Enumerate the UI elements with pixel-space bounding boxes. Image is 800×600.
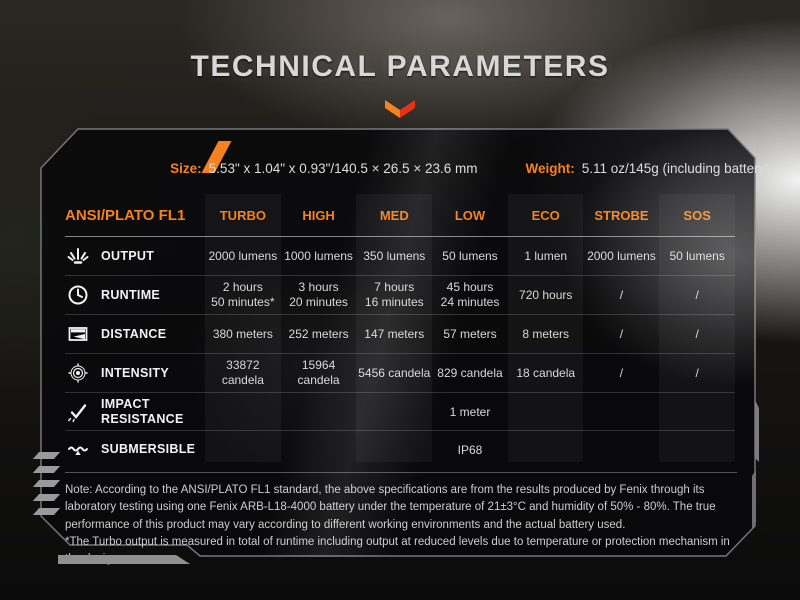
row-label-intensity: INTENSITY xyxy=(65,361,205,385)
dimensions-line: Size: 5.53" x 1.04" x 0.93"/140.5 × 26.5 … xyxy=(170,161,770,176)
submersible-value: IP68 xyxy=(457,442,483,457)
right-edge-accent-lower xyxy=(752,470,756,530)
distance-eco: 8 meters xyxy=(522,326,570,341)
clock-icon xyxy=(65,283,91,307)
distance-strobe: / xyxy=(619,326,624,341)
runtime-med: 7 hours 16 minutes xyxy=(364,280,424,309)
weight-label: Weight: xyxy=(525,161,575,176)
output-low: 50 lumens xyxy=(442,248,498,263)
table-row-output: OUTPUT 2000 lumens 1000 lumens 350 lumen… xyxy=(65,237,735,276)
beam-distance-icon xyxy=(65,322,91,346)
spec-panel: Size: 5.53" x 1.04" x 0.93"/140.5 × 26.5 … xyxy=(40,128,770,565)
output-high: 1000 lumens xyxy=(284,248,353,263)
output-strobe: 2000 lumens xyxy=(587,248,656,263)
submersible-icon xyxy=(65,438,91,462)
size-label: Size: xyxy=(170,161,202,176)
intensity-sos: / xyxy=(695,365,699,380)
row-label-output: OUTPUT xyxy=(65,244,205,268)
intensity-med: 5456 candela xyxy=(358,365,431,380)
runtime-low: 45 hours 24 minutes xyxy=(440,280,500,309)
runtime-eco: 720 hours xyxy=(519,287,573,302)
output-med: 350 lumens xyxy=(363,248,426,263)
beam-intensity-icon xyxy=(65,361,91,385)
table-row-impact-resistance: IMPACT RESISTANCE 1 meter xyxy=(65,393,735,431)
output-sos: 50 lumens xyxy=(669,248,725,263)
mode-header-eco: ECO xyxy=(531,207,560,223)
weight-spec: Weight: 5.11 oz/145g (including battery) xyxy=(525,161,769,176)
runtime-strobe: / xyxy=(619,287,624,302)
panel-frame xyxy=(40,128,756,557)
table-row-runtime: RUNTIME 2 hours 50 minutes* 3 hours 20 m… xyxy=(65,276,735,315)
column-band xyxy=(659,194,735,462)
row-label-impact-resistance: IMPACT RESISTANCE xyxy=(65,397,205,426)
standard-header: ANSI/PLATO FL1 xyxy=(65,206,186,224)
impact-resistance-value: 1 meter xyxy=(449,404,491,419)
chevron-down-icon xyxy=(383,98,417,125)
row-label-submersible: SUBMERSIBLE xyxy=(65,438,205,462)
intensity-low: 829 candela xyxy=(437,365,503,380)
runtime-sos: / xyxy=(695,287,699,302)
output-eco: 1 lumen xyxy=(524,248,568,263)
intensity-high: 15964 candela xyxy=(297,358,340,387)
page-title: TECHNICAL PARAMETERS xyxy=(190,50,610,83)
left-hash-decoration xyxy=(32,452,61,522)
distance-med: 147 meters xyxy=(364,326,425,341)
light-output-icon xyxy=(65,244,91,268)
runtime-turbo: 2 hours 50 minutes* xyxy=(211,280,275,309)
intensity-turbo: 33872 candela xyxy=(221,358,264,387)
distance-high: 252 meters xyxy=(288,326,349,341)
weight-value: 5.11 oz/145g (including battery) xyxy=(581,161,770,176)
table-row-submersible: SUBMERSIBLE IP68 xyxy=(65,431,735,468)
footnote-standard: Note: According to the ANSI/PLATO FL1 st… xyxy=(65,484,716,531)
impact-resistance-icon xyxy=(65,400,91,424)
mode-header-sos: SOS xyxy=(683,207,711,223)
distance-low: 57 meters xyxy=(443,326,497,341)
mode-header-low: LOW xyxy=(454,207,486,223)
table-row-intensity: INTENSITY 33872 candela 15964 candela 54… xyxy=(65,354,735,393)
bottom-left-accent-bar xyxy=(58,555,190,564)
distance-sos: / xyxy=(695,326,699,341)
mode-header-turbo: TURBO xyxy=(219,207,266,223)
intensity-strobe: / xyxy=(619,365,624,380)
column-band xyxy=(356,194,433,462)
intensity-eco: 18 candela xyxy=(516,365,576,380)
mode-header-high: HIGH xyxy=(302,207,335,223)
size-value: 5.53" x 1.04" x 0.93"/140.5 × 26.5 × 23.… xyxy=(208,161,478,176)
mode-header-strobe: STROBE xyxy=(594,207,649,223)
footnotes: Note: According to the ANSI/PLATO FL1 st… xyxy=(65,472,737,568)
runtime-high: 3 hours 20 minutes xyxy=(289,280,348,309)
column-band xyxy=(205,194,281,462)
right-edge-accent-upper xyxy=(755,400,759,462)
column-band xyxy=(507,194,584,462)
table-row-distance: DISTANCE 380 meters 252 meters 147 meter… xyxy=(65,315,735,354)
mode-header-med: MED xyxy=(379,207,409,223)
size-spec: Size: 5.53" x 1.04" x 0.93"/140.5 × 26.5 … xyxy=(170,161,477,176)
output-turbo: 2000 lumens xyxy=(208,248,278,263)
spec-table: ANSI/PLATO FL1 TURBO HIGH MED LOW ECO ST… xyxy=(65,194,735,468)
row-label-distance: DISTANCE xyxy=(65,322,205,346)
row-label-runtime: RUNTIME xyxy=(65,283,205,307)
distance-turbo: 380 meters xyxy=(212,326,273,341)
table-header-row: ANSI/PLATO FL1 TURBO HIGH MED LOW ECO ST… xyxy=(65,194,735,237)
